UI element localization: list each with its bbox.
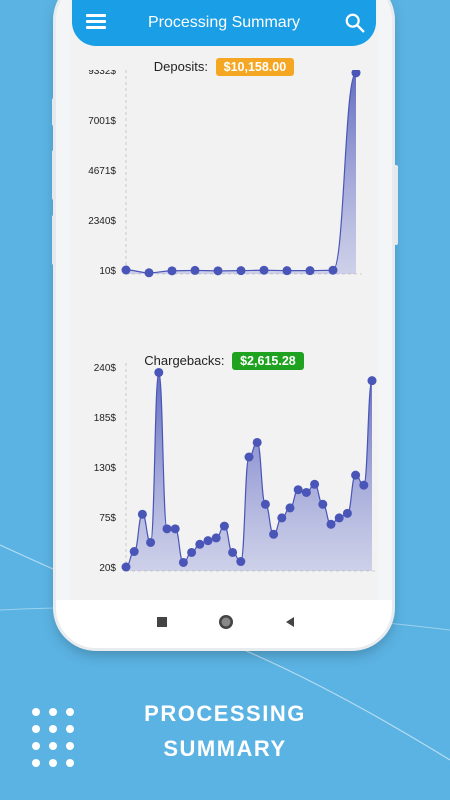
dot (66, 708, 74, 716)
deposits-y-tick-label: 10$ (99, 266, 116, 277)
chargebacks-point (211, 533, 221, 543)
chargebacks-point (351, 470, 361, 480)
deposits-y-tick-label: 2340$ (88, 216, 116, 227)
chargebacks-point (195, 539, 205, 549)
deposits-area (126, 72, 356, 275)
deposits-header: Deposits: $10,158.00 (70, 58, 378, 76)
chargebacks-point (301, 487, 311, 497)
chargebacks-point (203, 536, 213, 546)
chargebacks-chart: 240$ 185$ 130$ 75$ 20$ (94, 363, 378, 574)
deposits-point (282, 266, 292, 276)
deposits-point (259, 265, 269, 275)
promo-title: PROCESSING SUMMARY (0, 696, 450, 766)
chargebacks-point (154, 367, 164, 377)
power-button (394, 165, 398, 245)
dot (66, 742, 74, 750)
chargebacks-point (318, 499, 328, 509)
chargebacks-point (162, 524, 172, 534)
chargebacks-point (367, 376, 377, 386)
dot (32, 742, 40, 750)
deposits-chart: 9332$ 7001$ 4671$ 2340$ 10$ (88, 70, 362, 278)
deposits-point (144, 268, 154, 278)
volume-button (52, 98, 56, 126)
chargebacks-point (310, 479, 320, 489)
chargebacks-y-tick-label: 20$ (99, 563, 116, 574)
dot (49, 759, 57, 767)
chargebacks-point (187, 547, 197, 557)
chargebacks-point (219, 521, 229, 531)
deposits-point (167, 266, 177, 276)
dot (32, 708, 40, 716)
chargebacks-point (170, 524, 180, 534)
chargebacks-point (277, 513, 287, 523)
volume-up-button (52, 150, 56, 200)
volume-down-button (52, 215, 56, 265)
deposits-total-badge: $10,158.00 (215, 58, 295, 76)
deposits-y-tick-label: 4671$ (88, 166, 116, 177)
chargebacks-total-badge: $2,615.28 (232, 352, 304, 370)
deposits-point (305, 266, 315, 276)
phone-frame: Processing Summary Deposits: $10,158.00 … (56, 0, 392, 648)
app-screen: Processing Summary Deposits: $10,158.00 … (70, 0, 378, 620)
chargebacks-header: Chargebacks: $2,615.28 (70, 352, 378, 370)
dot (66, 759, 74, 767)
app-bar: Processing Summary (72, 0, 376, 46)
chargebacks-point (260, 499, 270, 509)
chargebacks-y-tick-label: 75$ (99, 513, 116, 524)
chargebacks-point (252, 437, 262, 447)
chargebacks-point (342, 508, 352, 518)
circle-home-icon[interactable] (214, 610, 238, 634)
chargebacks-point (293, 485, 303, 495)
chargebacks-point (244, 452, 254, 462)
dot (66, 725, 74, 733)
chargebacks-point (178, 557, 188, 567)
dot (32, 725, 40, 733)
chargebacks-point (228, 547, 238, 557)
deposits-point (328, 265, 338, 275)
chargebacks-point (236, 557, 246, 567)
chargebacks-point (269, 529, 279, 539)
dot (49, 742, 57, 750)
dot (49, 708, 57, 716)
chargebacks-point (121, 562, 131, 572)
deposits-point (213, 266, 223, 276)
promo-title-line1: PROCESSING (144, 701, 306, 726)
app-title: Processing Summary (147, 14, 301, 31)
chargebacks-point (285, 503, 295, 513)
chargebacks-point (146, 537, 156, 547)
deposits-y-tick-label: 7001$ (88, 116, 116, 127)
deposits-point (351, 70, 361, 78)
chargebacks-point (334, 513, 344, 523)
square-recent-icon[interactable] (150, 610, 174, 634)
chargebacks-point (129, 547, 139, 557)
chargebacks-area (126, 372, 372, 571)
chargebacks-y-tick-label: 240$ (94, 363, 117, 374)
chargebacks-y-tick-label: 130$ (94, 463, 117, 474)
deposits-point (190, 265, 200, 275)
deposits-label: Deposits: (153, 59, 208, 74)
dot (32, 759, 40, 767)
chargebacks-point (326, 519, 336, 529)
chargebacks-label: Chargebacks: (144, 353, 225, 368)
chargebacks-point (137, 509, 147, 519)
deposits-y-tick-label: 9332$ (88, 70, 116, 77)
chargebacks-point (359, 480, 369, 490)
search-icon[interactable] (344, 12, 366, 34)
system-nav-bar (56, 600, 392, 648)
dot (49, 725, 57, 733)
promo-title-line2: SUMMARY (163, 736, 287, 761)
deposits-point (121, 265, 131, 275)
deposits-line (125, 72, 357, 274)
decorative-dots (32, 708, 80, 770)
chargebacks-y-tick-label: 185$ (94, 413, 117, 424)
hamburger-icon[interactable] (86, 14, 106, 29)
deposits-point (236, 266, 246, 276)
triangle-back-icon[interactable] (278, 610, 302, 634)
